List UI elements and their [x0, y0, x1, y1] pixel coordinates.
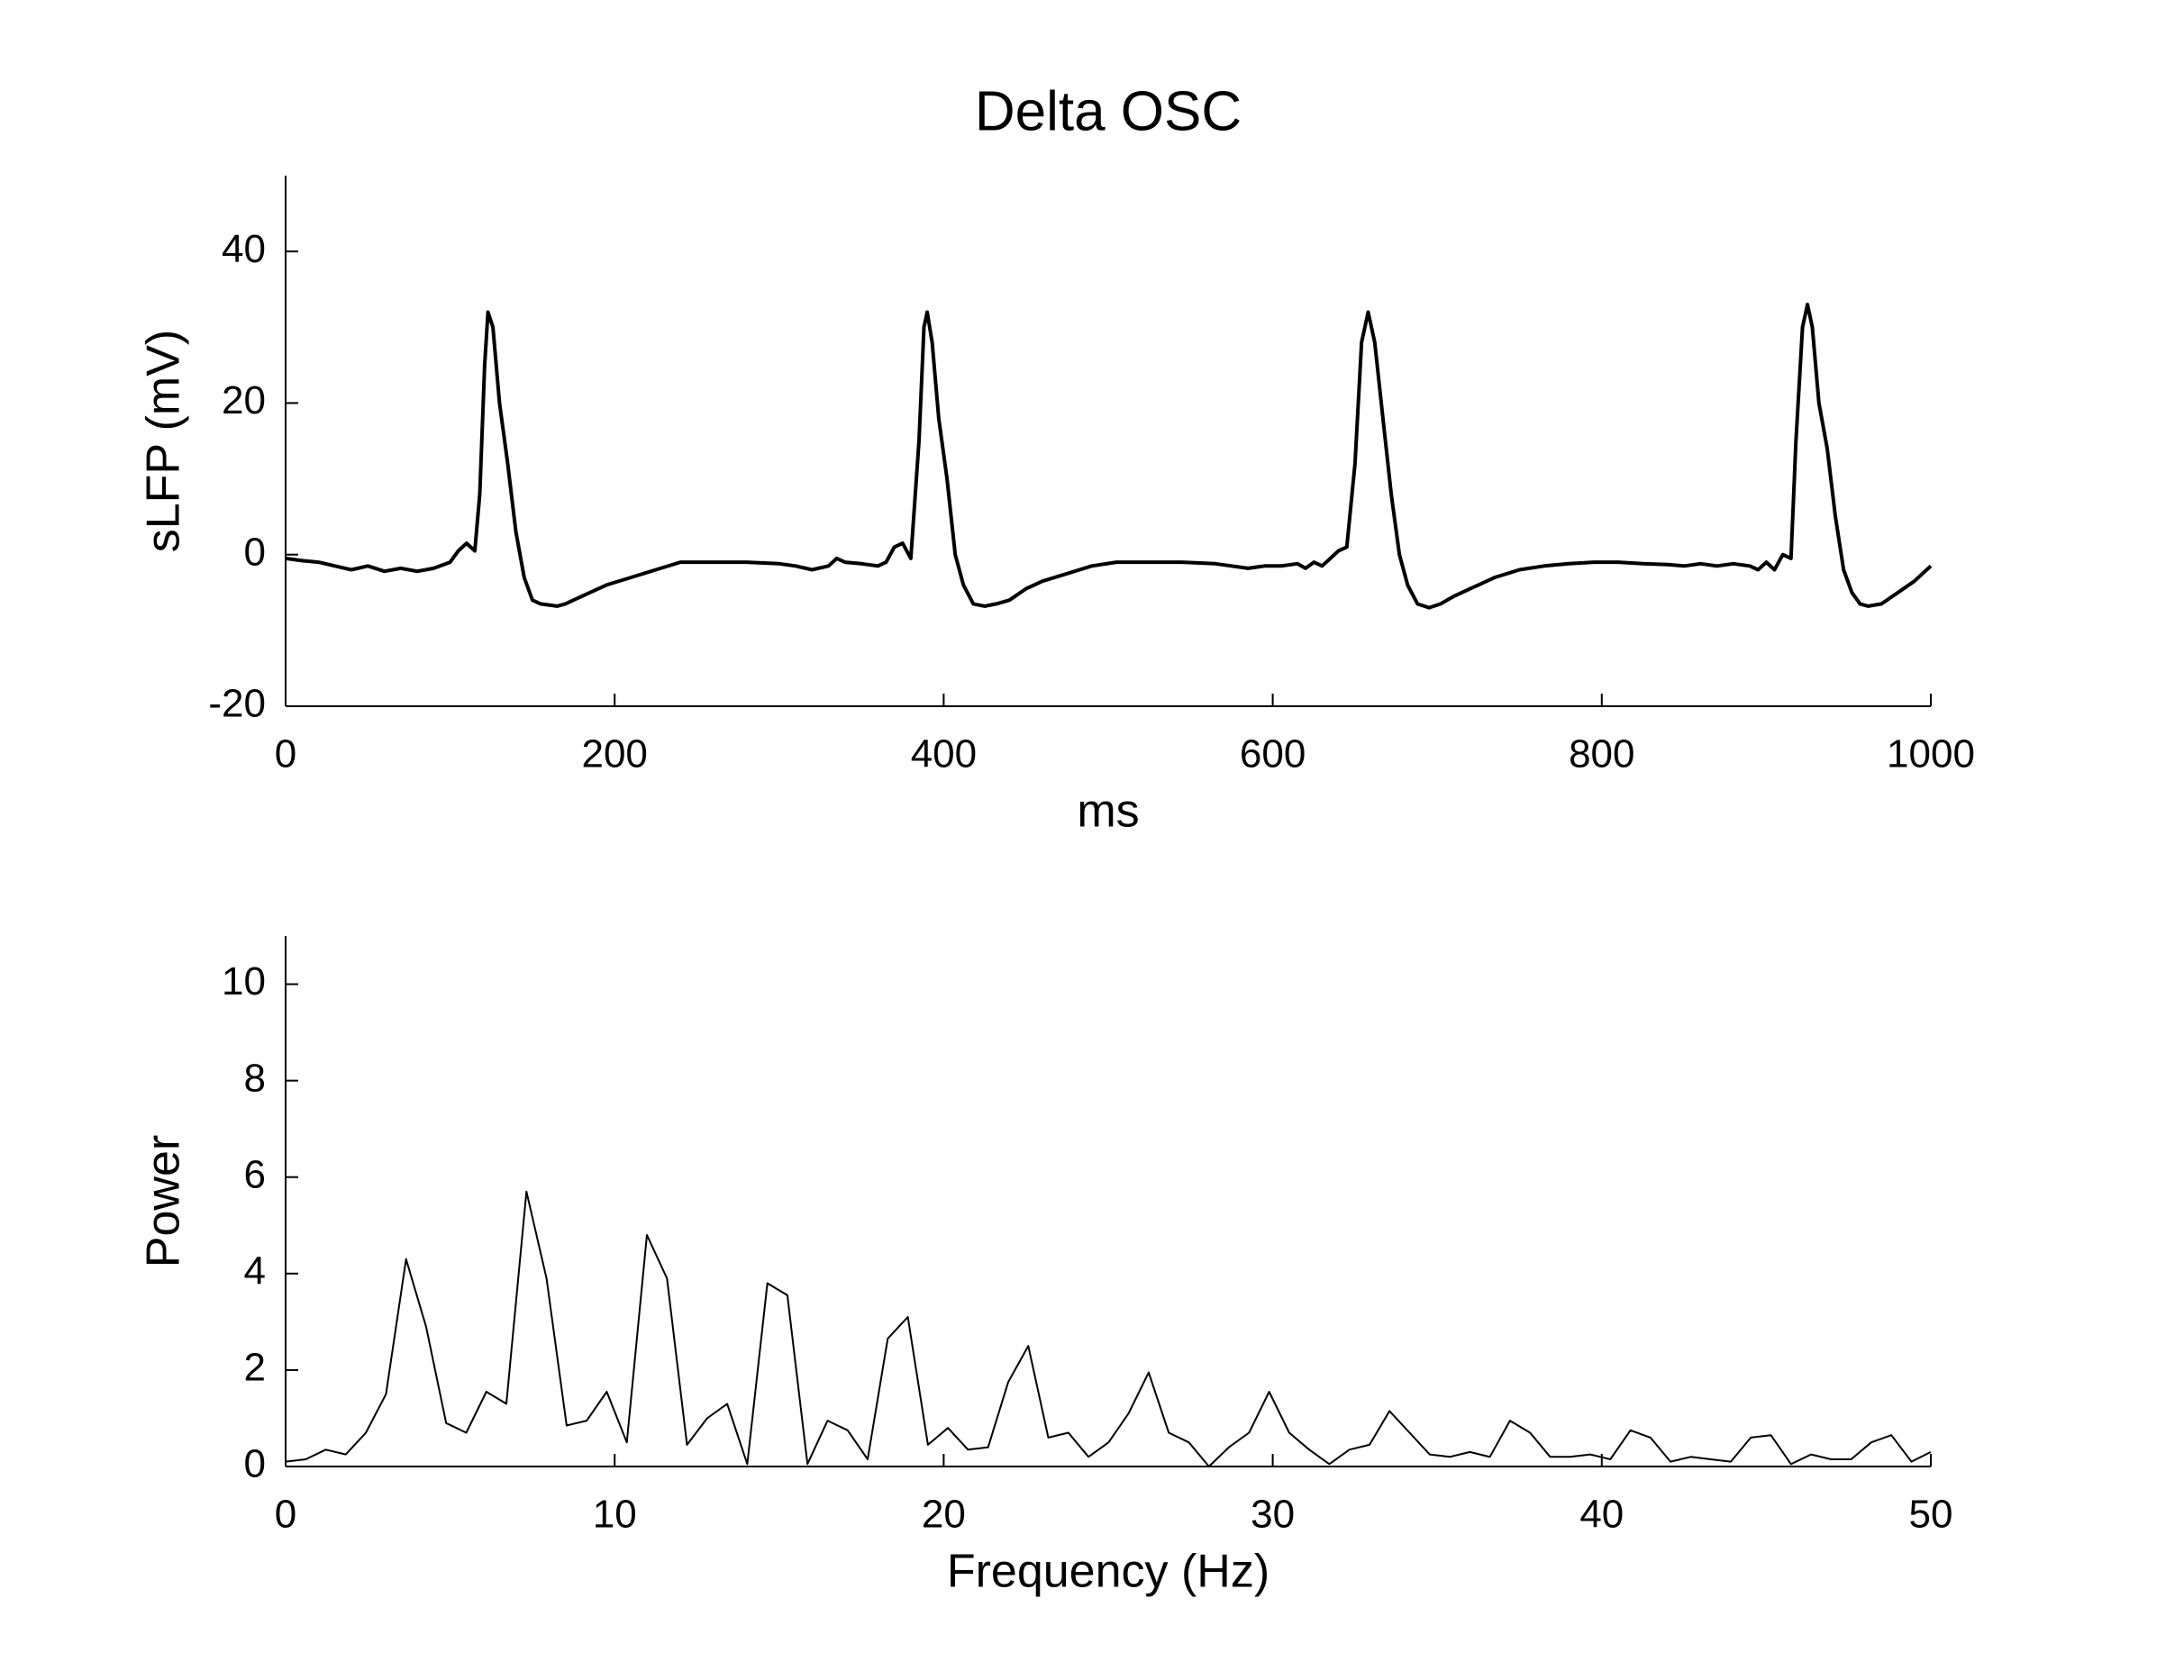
y-tick-label: 4	[244, 1249, 266, 1293]
y-axis-label: sLFP (mV)	[138, 330, 190, 553]
y-tick-label: 0	[244, 1442, 266, 1486]
x-tick-label: 1000	[1887, 732, 1975, 776]
y-tick-label: 2	[244, 1346, 266, 1390]
x-tick-label: 50	[1909, 1493, 1953, 1537]
x-tick-label: 400	[911, 732, 977, 776]
x-tick-label: 800	[1569, 732, 1634, 776]
x-tick-label: 0	[275, 732, 296, 776]
x-tick-label: 200	[581, 732, 647, 776]
y-tick-label: 20	[222, 378, 266, 422]
y-tick-label: 6	[244, 1152, 266, 1196]
x-tick-label: 40	[1579, 1493, 1624, 1537]
x-tick-label: 600	[1240, 732, 1306, 776]
y-axis-label: Power	[138, 1135, 190, 1267]
y-tick-label: 10	[222, 959, 266, 1003]
data-line	[285, 1190, 1932, 1467]
x-tick-label: 0	[275, 1493, 296, 1537]
y-tick-label: 8	[244, 1056, 266, 1100]
y-tick-label: 0	[244, 530, 266, 574]
x-tick-label: 30	[1251, 1493, 1295, 1537]
data-line	[285, 303, 1933, 610]
y-tick-label: 40	[222, 227, 266, 271]
x-tick-label: 10	[593, 1493, 637, 1537]
x-axis-label: Frequency (Hz)	[947, 1546, 1269, 1598]
chart-title: Delta OSC	[975, 80, 1242, 142]
x-tick-label: 20	[922, 1493, 966, 1537]
y-tick-label: -20	[208, 682, 266, 726]
x-axis-label: ms	[1077, 786, 1139, 838]
